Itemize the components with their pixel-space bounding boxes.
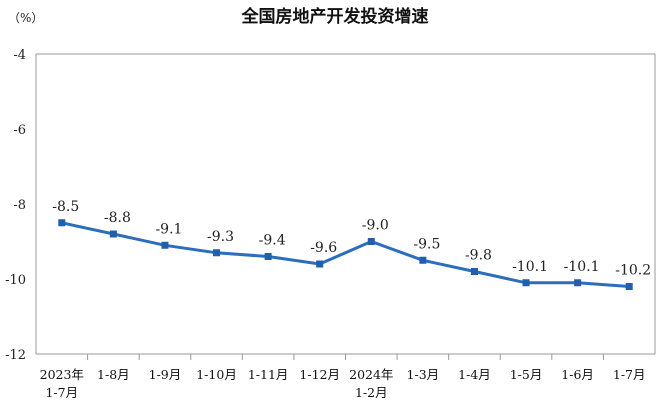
x-tick-label: 2024年 bbox=[349, 367, 393, 382]
x-tick-label: 1-2月 bbox=[355, 385, 388, 400]
data-point-marker bbox=[625, 283, 633, 290]
plot-area bbox=[35, 53, 656, 355]
y-tick-label: -8 bbox=[13, 198, 26, 213]
data-point-marker bbox=[264, 253, 272, 260]
y-tick-label: -6 bbox=[13, 123, 26, 138]
x-axis-ticks bbox=[87, 354, 604, 360]
x-tick-label: 1-3月 bbox=[407, 367, 440, 382]
data-label: -10.1 bbox=[564, 259, 600, 275]
data-label: -8.8 bbox=[104, 210, 131, 226]
data-point-marker bbox=[470, 268, 478, 275]
y-axis-ticks: -4 -6 -8 -10 -12 bbox=[5, 48, 26, 363]
data-label: -10.1 bbox=[512, 259, 548, 275]
y-tick-label: -12 bbox=[5, 348, 26, 363]
data-point-marker bbox=[161, 241, 169, 249]
x-tick-label: 1-10月 bbox=[196, 367, 237, 382]
data-label: -8.5 bbox=[52, 199, 79, 215]
data-label: -9.0 bbox=[362, 218, 389, 234]
data-point-marker bbox=[522, 279, 530, 287]
data-label-layer: -8.5 -8.8 -9.1 -9.3 -9.4 -9.6 -9.0 -9.5 -9.8 -10.… bbox=[52, 199, 651, 279]
data-point-marker bbox=[419, 256, 427, 264]
data-label: -9.8 bbox=[465, 248, 492, 264]
marker-layer bbox=[58, 219, 633, 290]
x-tick-label: 1-8月 bbox=[97, 367, 130, 382]
x-tick-label: 1-7月 bbox=[45, 385, 78, 400]
x-tick-label: 1-4月 bbox=[458, 367, 491, 382]
data-point-marker bbox=[574, 279, 582, 287]
data-label: -9.1 bbox=[155, 221, 182, 237]
data-point-marker bbox=[58, 219, 66, 227]
x-tick-label: 1-11月 bbox=[248, 367, 289, 382]
data-point-marker bbox=[109, 230, 117, 238]
data-label: -9.4 bbox=[259, 233, 286, 249]
data-label: -9.3 bbox=[207, 229, 234, 245]
data-point-marker bbox=[213, 249, 221, 257]
y-axis-unit: （%） bbox=[8, 11, 43, 25]
x-tick-label: 1-6月 bbox=[561, 367, 594, 382]
data-point-marker bbox=[316, 260, 324, 268]
y-tick-label: -4 bbox=[13, 48, 26, 63]
y-tick-label: -10 bbox=[5, 273, 26, 288]
x-tick-label: 1-9月 bbox=[149, 367, 182, 382]
data-label: -10.2 bbox=[615, 263, 651, 279]
series-line bbox=[61, 221, 630, 288]
x-tick-label: 1-7月 bbox=[613, 367, 646, 382]
x-axis-labels: 2023年 1-7月 1-8月 1-9月 1-10月 1-11月 1-12月 2024年 1-2… bbox=[40, 367, 646, 400]
series-layer bbox=[61, 221, 630, 288]
x-tick-label: 1-5月 bbox=[510, 367, 543, 382]
data-point-marker bbox=[367, 238, 375, 245]
chart-title: 全国房地产开发投资增速 bbox=[241, 6, 429, 27]
x-tick-label: 2023年 bbox=[40, 367, 84, 382]
data-label: -9.6 bbox=[310, 240, 337, 256]
data-label: -9.5 bbox=[413, 236, 440, 252]
x-tick-label: 1-12月 bbox=[299, 367, 340, 382]
